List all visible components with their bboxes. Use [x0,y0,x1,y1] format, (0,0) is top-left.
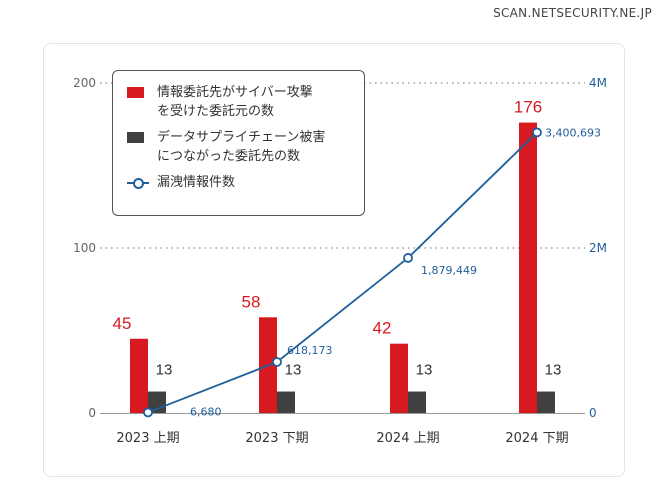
legend-label-line: 漏洩情報件数 [157,175,236,190]
right-tick-label-1: 2M [589,241,607,255]
legend-label-gray: データサプライチェーン被害 につながった委託先の数 [157,130,326,164]
line-value-label-3: 3,400,693 [545,126,601,139]
legend-swatch-line [127,177,149,189]
bar-red-2 [390,343,408,413]
left-tick-label-200: 200 [73,76,96,90]
left-tick-label-0: 0 [88,406,96,420]
line-point-1 [272,357,282,367]
source-watermark: SCAN.NETSECURITY.NE.JP [493,6,652,20]
legend-label-red: 情報委託先がサイバー攻撃 を受けた委託元の数 [157,85,313,119]
bar-red-label-3: 176 [514,98,542,117]
bar-gray-label-1: 13 [285,362,302,379]
line-point-3 [532,127,542,138]
line-point-2 [403,253,413,263]
legend-swatch-red [127,87,144,98]
bar-gray-1 [277,391,295,413]
bar-gray-3 [537,391,555,413]
right-tick-label-0: 0 [589,406,597,420]
legend-item-gray: データサプライチェーン被害 につながった委託先の数 [127,128,350,166]
bar-gray-label-0: 13 [156,362,173,379]
category-label-3: 2024 下期 [505,431,568,446]
bar-gray-label-3: 13 [545,362,562,379]
bar-red-label-2: 42 [373,319,392,338]
chart-legend: 情報委託先がサイバー攻撃 を受けた委託元の数 データサプライチェーン被害 につな… [112,70,365,216]
category-label-2: 2024 上期 [376,431,439,446]
bar-gray-2 [408,391,426,413]
line-value-label-2: 1,879,449 [421,264,477,277]
legend-swatch-gray [127,132,144,143]
line-leak-count [147,131,538,414]
legend-item-line: 漏洩情報件数 [127,173,350,192]
line-value-label-0: 6,680 [190,405,222,418]
bar-red-3 [519,122,537,413]
left-tick-label-100: 100 [73,241,96,255]
bar-red-label-0: 45 [113,314,132,333]
bar-red-label-1: 58 [242,292,261,311]
line-value-label-1: 618,173 [287,344,333,357]
bar-red-0 [130,338,148,413]
legend-item-red: 情報委託先がサイバー攻撃 を受けた委託元の数 [127,83,350,121]
right-tick-label-2: 4M [589,76,607,90]
line-point-0 [143,407,153,418]
category-label-1: 2023 下期 [245,431,308,446]
category-label-0: 2023 上期 [116,431,179,446]
bar-gray-label-2: 13 [416,362,433,379]
